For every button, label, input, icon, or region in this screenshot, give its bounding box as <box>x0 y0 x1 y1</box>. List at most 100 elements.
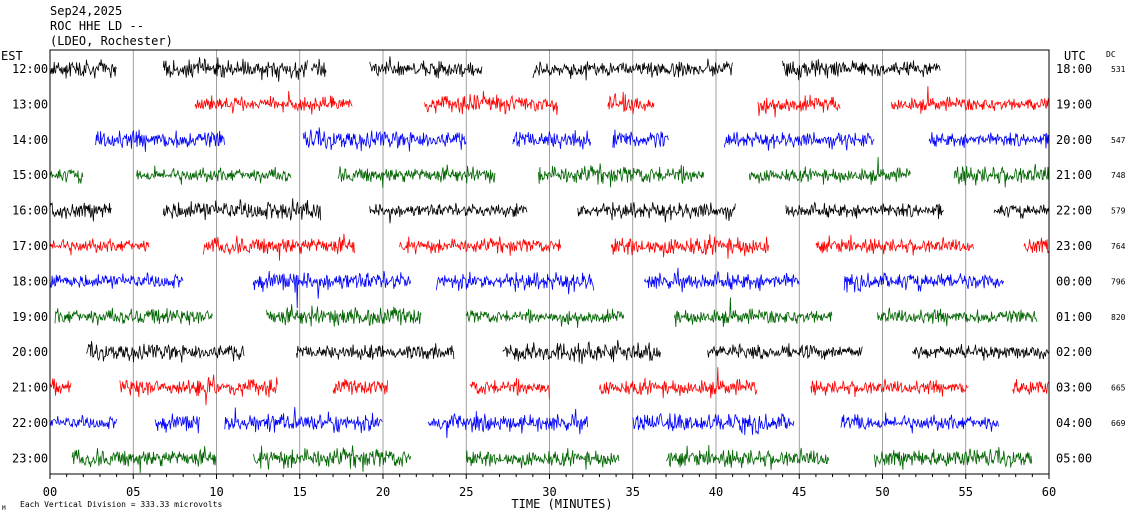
trace-segment <box>369 202 528 224</box>
est-hour-label: 22:00 <box>12 416 48 430</box>
trace-segment <box>427 408 588 439</box>
trace-segment <box>194 90 353 115</box>
dc-offset-label: 531 <box>1111 65 1126 74</box>
x-axis-ticks <box>49 474 1050 479</box>
est-hour-label: 21:00 <box>12 381 48 395</box>
trace-segment <box>252 445 411 472</box>
utc-hour-label: 19:00 <box>1056 97 1092 111</box>
trace-segment <box>49 414 117 430</box>
trace-segment <box>502 339 661 365</box>
x-tick-label: 40 <box>709 485 723 499</box>
utc-hour-label: 18:00 <box>1056 62 1092 76</box>
x-tick-label: 55 <box>959 485 973 499</box>
trace-segment <box>49 378 72 396</box>
trace-segment <box>369 56 483 79</box>
dc-offset-label: 820 <box>1111 313 1126 322</box>
trace-segment <box>912 344 1050 361</box>
trace-segment <box>49 238 150 256</box>
trace-segment <box>890 86 1049 114</box>
trace-segment <box>810 378 969 398</box>
utc-hour-label: 00:00 <box>1056 274 1092 288</box>
trace-segment <box>266 304 422 327</box>
trace-segment <box>532 58 733 81</box>
trace-segment <box>577 202 736 223</box>
trace-segment <box>302 127 467 152</box>
right-timezone-label: UTC <box>1064 49 1086 63</box>
trace-segment <box>782 59 941 81</box>
dc-offset-label: 579 <box>1111 207 1126 216</box>
est-hour-label: 14:00 <box>12 133 48 147</box>
x-tick-label: 30 <box>542 485 556 499</box>
x-tick-label: 25 <box>459 485 473 499</box>
x-tick-label: 00 <box>43 485 57 499</box>
trace-segment <box>665 444 830 470</box>
x-tick-label: 60 <box>1042 485 1056 499</box>
trace-segment <box>465 447 620 470</box>
trace-segment <box>1012 379 1050 395</box>
trace-segment <box>843 272 1005 293</box>
utc-hour-label: 05:00 <box>1056 451 1092 465</box>
trace-segment <box>612 129 669 148</box>
trace-segment <box>748 156 911 185</box>
utc-hour-label: 22:00 <box>1056 204 1092 218</box>
trace-segment <box>86 340 245 363</box>
trace-segment <box>873 447 1033 470</box>
utc-hour-label: 20:00 <box>1056 133 1092 147</box>
trace-segment <box>49 169 84 184</box>
est-hour-label: 13:00 <box>12 97 48 111</box>
utc-hour-label: 02:00 <box>1056 345 1092 359</box>
scale-note: Each Vertical Division = 333.33 microvol… <box>20 500 222 509</box>
trace-segment <box>399 236 562 256</box>
trace-segment <box>757 94 841 118</box>
dc-offset-label: 547 <box>1111 136 1126 145</box>
trace-segment <box>674 297 833 327</box>
trace-segment <box>154 413 201 434</box>
trace-segment <box>311 58 327 77</box>
trace-segment <box>537 163 705 188</box>
trace-segment <box>136 165 292 185</box>
station-location: (LDEO, Rochester) <box>50 34 173 48</box>
trace-segment <box>840 412 999 434</box>
trace-segment <box>162 198 322 221</box>
trace-segment <box>296 343 455 360</box>
trace-segment <box>71 446 217 474</box>
trace-segment <box>337 164 496 188</box>
dc-offset-label: 665 <box>1111 384 1126 393</box>
left-timezone-label: EST <box>1 49 23 63</box>
trace-segment <box>928 132 1050 149</box>
x-tick-label: 10 <box>209 485 223 499</box>
est-hour-label: 12:00 <box>12 62 48 76</box>
row-time-labels: 12:00 18:00 531 13:00 19:00 14:00 20:00 547 15:0… <box>12 62 1126 465</box>
x-tick-label: 15 <box>293 485 307 499</box>
trace-segment <box>49 201 112 222</box>
trace-segment <box>707 342 863 360</box>
trace-segment <box>953 163 1049 188</box>
est-hour-label: 17:00 <box>12 239 48 253</box>
utc-hour-label: 01:00 <box>1056 310 1092 324</box>
seismic-traces <box>49 56 1050 474</box>
est-hour-label: 19:00 <box>12 310 48 324</box>
trace-segment <box>512 130 591 150</box>
trace-segment <box>424 90 558 116</box>
trace-segment <box>877 307 1038 327</box>
trace-segment <box>632 412 795 436</box>
trace-segment <box>465 308 625 328</box>
est-hour-label: 20:00 <box>12 345 48 359</box>
trace-segment <box>94 129 225 152</box>
utc-hour-label: 03:00 <box>1056 381 1092 395</box>
x-tick-label: 35 <box>626 485 640 499</box>
x-tick-label: 05 <box>126 485 140 499</box>
trace-segment <box>599 367 758 399</box>
x-tick-label: 20 <box>376 485 390 499</box>
trace-segment <box>644 267 800 293</box>
trace-segment <box>49 59 117 79</box>
trace-segment <box>224 406 383 434</box>
dc-column-label: DC <box>1106 50 1116 59</box>
x-axis-title: TIME (MINUTES) <box>511 497 612 511</box>
trace-segment <box>993 204 1050 219</box>
est-hour-label: 23:00 <box>12 451 48 465</box>
trace-segment <box>469 377 550 400</box>
trace-segment <box>54 307 213 326</box>
trace-segment <box>610 234 769 259</box>
